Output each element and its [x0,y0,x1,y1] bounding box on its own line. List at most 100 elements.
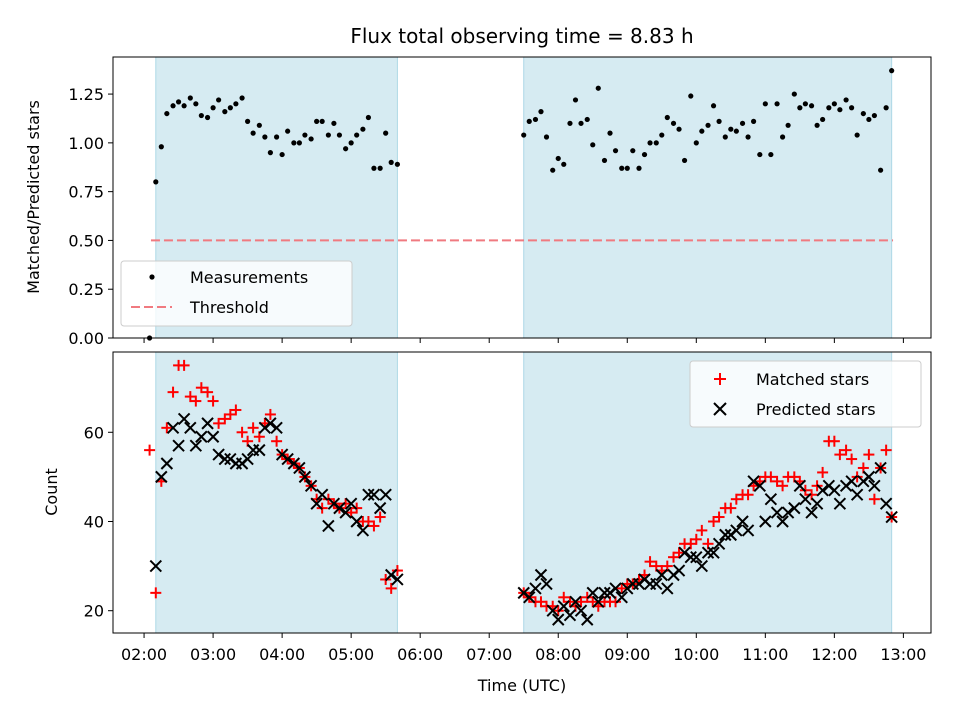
predicted-star-point [322,519,335,533]
matched-star-point [144,444,156,456]
predicted-star-point [281,452,294,466]
predicted-star-point [712,537,726,551]
predicted-star-stroke-b [736,515,749,528]
predicted-star-stroke-b [333,501,346,515]
measurement-point [170,103,176,109]
predicted-star-stroke-b [529,582,542,595]
predicted-star-stroke-b [270,421,283,435]
predicted-star-point [166,421,180,435]
measurement-point [722,134,728,140]
matched-star-point [247,422,259,434]
bottom-legend: Matched stars Predicted stars [689,360,922,428]
predicted-star-stroke-b [298,470,312,484]
measurement-point [820,116,826,123]
predicted-star-stroke-b [810,497,824,510]
predicted-star-point [719,528,732,542]
measurement-point [158,144,164,150]
predicted-star-point [615,591,628,604]
predicted-star-stroke-b [712,537,726,551]
predicted-star-point [546,604,559,617]
predicted-star-stroke-b [523,591,536,604]
measurement-point [837,107,843,113]
measurement-point [538,109,544,115]
predicted-star-point [868,479,881,493]
measurement-point [762,101,768,107]
measurement-point [239,95,245,101]
measurement-point [348,140,354,146]
measurement-point [377,165,383,171]
measurement-point [296,140,302,146]
predicted-star-point [270,421,283,435]
predicted-star-point [391,573,404,586]
predicted-star-stroke-b [581,613,594,626]
matched-star-point [828,435,840,447]
measurement-point [659,132,665,138]
predicted-star-point [655,568,668,582]
measurement-point [860,110,866,117]
predicted-star-point [523,591,536,604]
measurement-point [681,157,688,164]
predicted-star-stroke-b [160,457,174,470]
measurement-point [705,122,711,128]
measurement-point [883,105,889,111]
top-y-tick-label: 1.00 [68,134,104,153]
measurement-point [336,132,343,138]
measurement-point [256,122,262,128]
predicted-star-point [149,559,163,573]
matched-star-point [264,408,276,420]
matched-star-point [725,502,737,514]
measurement-point [222,109,228,115]
x-tick-label: 02:00 [121,645,167,664]
measurement-point [584,116,590,123]
top-y-axis-label: Matched/Predicted stars [24,100,43,294]
predicted-star-stroke-b [586,586,599,600]
predicted-star-stroke-b [310,497,323,510]
measurement-point [153,179,159,185]
matched-star-point [195,382,207,394]
top-panel-frame [112,56,932,339]
predicted-star-point [534,568,548,582]
predicted-star-point [350,515,363,528]
predicted-star-stroke-b [149,559,163,573]
predicted-star-stroke-b [615,591,628,604]
measurement-point [526,118,532,124]
predicted-star-point [304,479,318,493]
predicted-star-stroke-b [557,600,570,613]
predicted-star-point [540,577,553,591]
measurement-point [647,140,653,146]
predicted-star-point [799,492,812,506]
predicted-star-point [218,452,232,466]
predicted-star-point [172,439,185,452]
bottom-axes: 20 40 60 02:00 03:00 04:00 05:00 06:00 07:00 08:0… [84,423,927,664]
measurement-point [595,85,601,91]
predicted-star-point [776,515,789,528]
legend-threshold-label: Threshold [189,298,269,317]
predicted-star-stroke-b [177,412,191,426]
measurement-point [866,116,872,123]
predicted-star-stroke-b [707,546,720,559]
measurement-point [302,132,308,138]
legend-measurements-label: Measurements [190,268,308,287]
measurement-point [688,93,694,99]
predicted-star-point [581,613,594,626]
predicted-star-stroke-b [816,484,829,497]
predicted-star-stroke-b [391,573,404,586]
predicted-star-point [552,613,565,626]
predicted-star-stroke-b [690,550,703,564]
predicted-star-stroke-b [788,501,801,515]
measurement-point [797,105,803,111]
matched-star-point [742,489,754,501]
predicted-star-point [529,582,542,595]
matched-star-point [868,493,880,505]
measurement-point [319,118,325,124]
matched-star-point [765,471,777,483]
matched-star-point [271,435,283,447]
predicted-star-stroke-b [379,488,392,501]
measurement-point [590,142,596,148]
measurement-point [636,165,642,171]
predicted-star-stroke-b [862,470,876,484]
predicted-star-point [862,470,876,484]
predicted-star-stroke-b [747,475,760,488]
predicted-star-point [609,582,622,595]
